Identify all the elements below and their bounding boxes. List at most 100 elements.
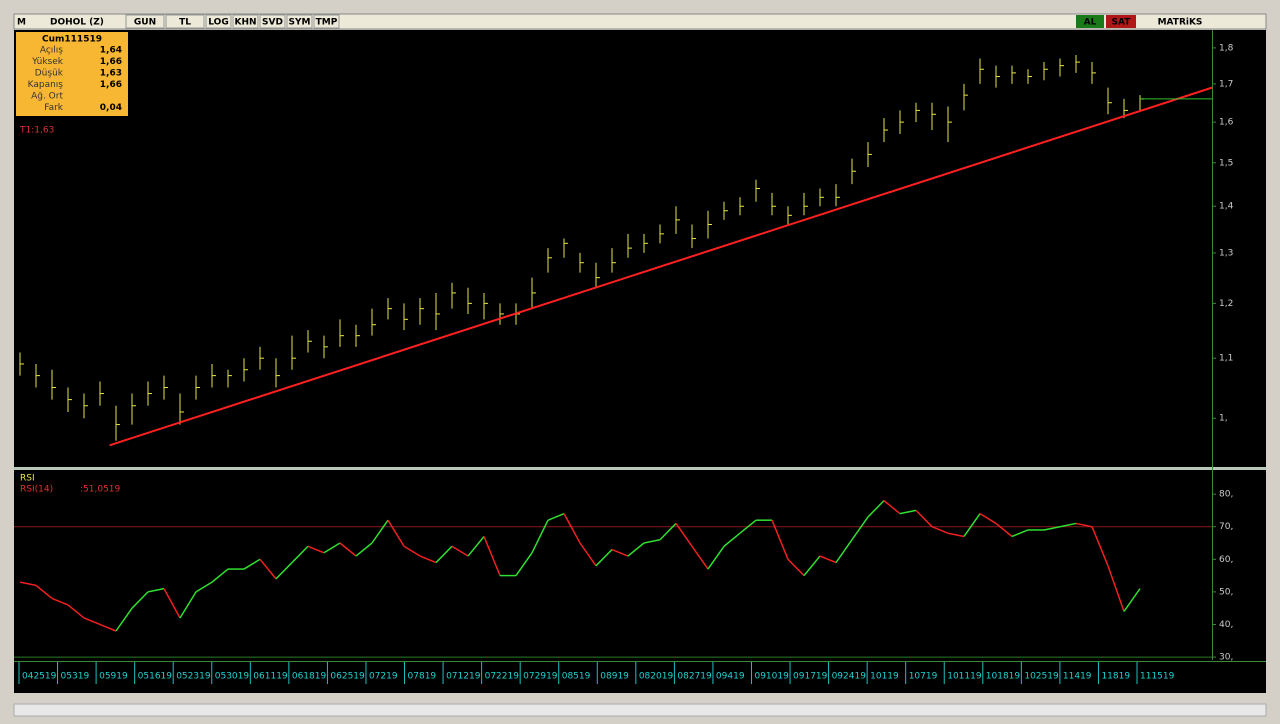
y-tick-label: 1,5	[1219, 158, 1233, 168]
rsi-segment	[835, 539, 853, 563]
rsi-segment	[403, 545, 421, 557]
x-tick-label: 10719	[909, 672, 938, 682]
rsi-segment	[195, 581, 213, 593]
info-label: Fark	[44, 103, 64, 113]
rsi-segment	[787, 558, 805, 577]
rsi-segment	[1107, 565, 1125, 612]
rsi-segment	[131, 591, 149, 609]
buy-label[interactable]: AL	[1084, 18, 1097, 28]
scrollbar[interactable]	[13, 703, 1267, 717]
toolbar-button[interactable]	[286, 14, 313, 29]
buy-button[interactable]	[1076, 15, 1104, 28]
toolbar-button-label[interactable]: SYM	[289, 18, 311, 28]
y-tick-label: 30,	[1219, 653, 1233, 663]
toolbar-button[interactable]	[259, 14, 286, 29]
x-tick-label: 082019	[639, 672, 674, 682]
rsi-segment	[275, 562, 293, 580]
x-tick-label: 05919	[99, 672, 128, 682]
info-date: Cum111519	[42, 35, 102, 45]
y-tick-label: 1,8	[1219, 43, 1234, 53]
rsi-segment	[643, 539, 661, 544]
rsi-segment	[259, 558, 277, 580]
y-tick-label: 60,	[1219, 555, 1233, 565]
rsi-segment	[1059, 522, 1077, 528]
rsi-segment	[99, 623, 117, 632]
sell-label[interactable]: SAT	[1112, 18, 1132, 28]
x-tick-label: 042519	[22, 672, 57, 682]
rsi-segment	[947, 532, 965, 538]
rsi-segment	[515, 552, 533, 577]
y-tick-label: 50,	[1219, 587, 1233, 597]
x-tick-label: 052319	[176, 672, 211, 682]
rsi-segment	[419, 555, 437, 564]
rsi-segment	[691, 545, 709, 570]
toolbar-button-label[interactable]: TL	[179, 18, 191, 28]
rsi-segment	[51, 597, 69, 606]
toolbar-button-label[interactable]: TMP	[316, 18, 338, 28]
rsi-segment	[323, 542, 341, 554]
rsi-segment	[179, 591, 197, 619]
rsi-segment	[1075, 522, 1093, 528]
rsi-segment	[579, 542, 597, 567]
x-tick-label: 102519	[1024, 672, 1059, 682]
toolbar-button-label[interactable]: SVD	[262, 18, 283, 28]
panel-divider	[14, 467, 1266, 470]
info-value: 1,63	[100, 69, 122, 79]
toolbar-button[interactable]	[125, 14, 165, 29]
rsi-segment	[115, 607, 133, 632]
rsi-segment	[483, 536, 501, 576]
rsi-segment	[995, 522, 1013, 538]
x-tick-label: 051619	[138, 672, 173, 682]
rsi-segment	[771, 519, 789, 560]
rsi-segment	[467, 536, 485, 557]
rsi-segment	[723, 532, 741, 547]
x-tick-label: 072919	[523, 672, 558, 682]
x-tick-label: 10119	[870, 672, 899, 682]
rsi-segment	[915, 509, 933, 528]
y-axis-line	[1212, 30, 1213, 660]
rsi-segment	[931, 526, 949, 534]
x-tick-label: 101119	[947, 672, 982, 682]
info-label: Düşük	[35, 69, 64, 79]
y-tick-label: 80,	[1219, 490, 1233, 500]
x-tick-label: 091019	[754, 672, 789, 682]
toolbar-button[interactable]	[232, 14, 259, 29]
rsi-segment	[67, 604, 85, 619]
toolbar-button-label[interactable]: GUN	[134, 18, 156, 28]
x-tick-label: 071219	[446, 672, 481, 682]
rsi-segment	[611, 548, 629, 557]
axis-border	[14, 661, 1266, 662]
x-tick-label: 061119	[253, 672, 288, 682]
toolbar-button-label[interactable]: LOG	[208, 18, 228, 28]
info-label: Açılış	[40, 46, 63, 56]
toolbar-button[interactable]	[313, 14, 340, 29]
y-tick-label: 1,1	[1219, 354, 1233, 364]
symbol[interactable]: DOHOL (Z)	[50, 18, 104, 28]
rsi-segment	[339, 542, 357, 557]
rsi-segment	[307, 545, 325, 554]
info-value: 1,66	[100, 57, 122, 67]
rsi-segment	[851, 516, 869, 541]
rsi-title: RSI	[20, 474, 35, 484]
sell-button[interactable]	[1106, 15, 1136, 28]
rsi-segment	[883, 500, 901, 515]
toolbar-button-label[interactable]: KHN	[234, 18, 256, 28]
y-tick-label: 1,7	[1219, 79, 1233, 89]
rsi-segment	[211, 568, 229, 583]
y-tick-label: 70,	[1219, 522, 1233, 532]
rsi-segment	[1011, 529, 1029, 538]
toolbar-button[interactable]	[165, 14, 205, 29]
rsi-label: RSI(14)	[20, 485, 53, 495]
x-tick-label: 072219	[485, 672, 520, 682]
rsi-segment	[659, 522, 677, 541]
rsi-segment	[803, 555, 821, 577]
rsi-segment	[979, 513, 997, 525]
toolbar-button[interactable]	[205, 14, 232, 29]
x-tick-label: 08919	[600, 672, 629, 682]
y-tick-label: 1,	[1219, 414, 1228, 424]
x-tick-label: 092419	[832, 672, 867, 682]
x-tick-label: 053019	[215, 672, 250, 682]
trend-line	[109, 86, 1213, 447]
